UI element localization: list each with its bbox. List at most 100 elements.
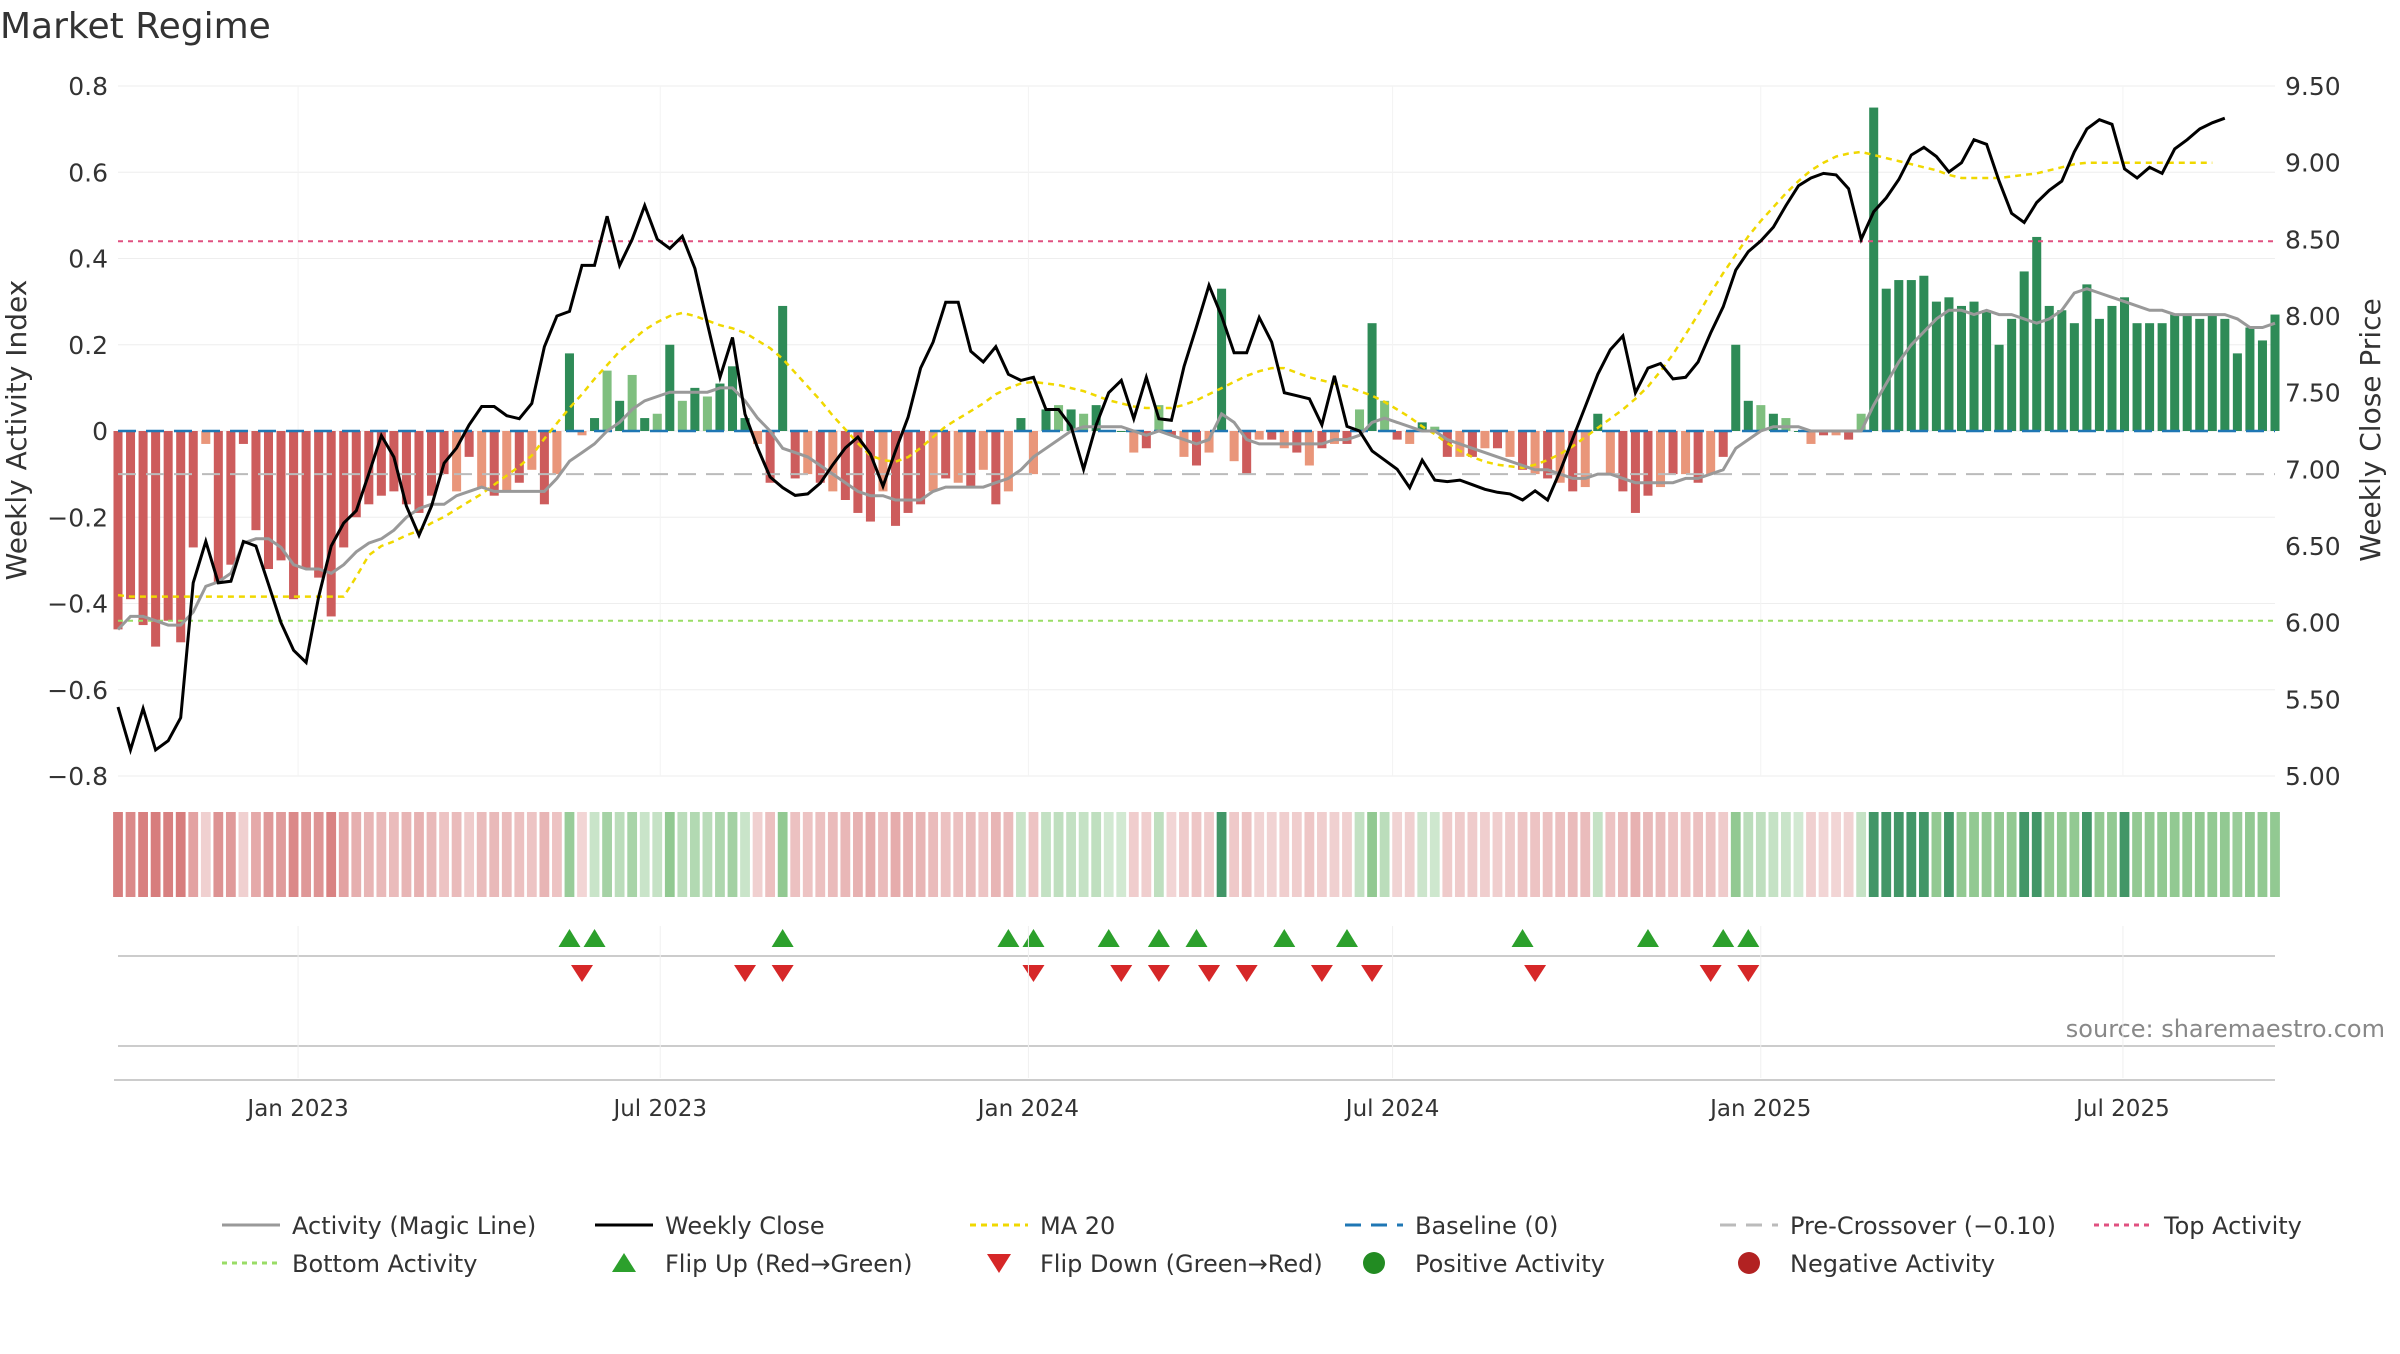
regime-cell (740, 812, 750, 897)
activity-bar (477, 431, 487, 488)
activity-bar (1869, 107, 1879, 431)
activity-bar (1492, 431, 1502, 449)
activity-bar (1518, 431, 1528, 470)
regime-cell (251, 812, 261, 897)
regime-cell (1730, 812, 1741, 897)
regime-cell (1680, 812, 1691, 897)
regime-cell (702, 812, 713, 897)
regime-cell (790, 812, 801, 897)
activity-bar (1141, 431, 1151, 449)
flip-up-marker (1147, 929, 1170, 947)
legend: Activity (Magic Line) Weekly Close MA 20 Ba… (222, 1212, 2302, 1278)
regime-cell (1442, 812, 1453, 897)
regime-cell (1580, 812, 1591, 897)
activity-bar (2270, 314, 2280, 431)
regime-cell (2119, 812, 2130, 897)
activity-bar (815, 431, 825, 483)
regime-cell (326, 812, 337, 897)
activity-bar (878, 431, 888, 492)
left-tick-label: 0.4 (68, 245, 108, 274)
regime-cell (1918, 812, 1929, 897)
regime-cell (865, 812, 876, 897)
activity-bar (1756, 405, 1766, 431)
regime-cell (1266, 812, 1277, 897)
activity-bar (1768, 413, 1778, 431)
activity-bar (828, 431, 838, 492)
activity-bar (1217, 288, 1227, 431)
activity-bar (1969, 301, 1979, 431)
regime-cell (351, 812, 362, 897)
activity-bar (238, 431, 248, 444)
activity-bar (1179, 431, 1189, 457)
right-tick-label: 7.50 (2285, 379, 2341, 408)
regime-cell (577, 812, 587, 897)
activity-bar (715, 383, 725, 431)
activity-bar (1304, 431, 1314, 466)
activity-bar (590, 418, 600, 431)
activity-bar (1254, 431, 1264, 440)
regime-cell (1542, 812, 1553, 897)
flip-down-marker (734, 965, 757, 982)
regime-cell (953, 812, 964, 897)
activity-bar (2132, 323, 2142, 431)
activity-bar (1605, 431, 1615, 475)
activity-bar (439, 431, 449, 475)
regime-cell (1367, 812, 1377, 897)
regime-cell (715, 812, 725, 897)
flip-down-marker (1699, 965, 1722, 982)
regime-cell (1592, 812, 1603, 897)
regime-cell (1517, 812, 1528, 897)
regime-cell (1768, 812, 1779, 897)
activity-bar (1856, 413, 1866, 431)
regime-cell (1893, 812, 1904, 897)
regime-cell (2219, 812, 2230, 897)
regime-cell (564, 812, 575, 897)
activity-bar (1543, 431, 1553, 479)
regime-cell (652, 812, 663, 897)
regime-cell (514, 812, 525, 897)
regime-cell (2157, 812, 2168, 897)
regime-cell (1868, 812, 1879, 897)
regime-cell (464, 812, 475, 897)
regime-cell (928, 812, 939, 897)
regime-cell (853, 812, 863, 897)
regime-cell (1467, 812, 1478, 897)
regime-cell (1931, 812, 1942, 897)
regime-cell (915, 812, 926, 897)
legend-label: Activity (Magic Line) (292, 1212, 536, 1240)
regime-cell (263, 812, 274, 897)
activity-bar (1317, 431, 1327, 449)
activity-bar (966, 431, 976, 488)
activity-bar (2232, 353, 2242, 431)
legend-label: Pre-Crossover (−0.10) (1790, 1212, 2056, 1240)
legend-label: Baseline (0) (1415, 1212, 1558, 1240)
flip-up-marker (1712, 929, 1735, 947)
flip-up-marker (1737, 929, 1760, 947)
legend-label: MA 20 (1040, 1212, 1115, 1240)
activity-bar (727, 366, 738, 431)
activity-bar (978, 431, 988, 470)
regime-cell (2019, 812, 2030, 897)
regime-cell (276, 812, 286, 897)
activity-bar (1630, 431, 1640, 513)
regime-cell (1743, 812, 1754, 897)
activity-bar (941, 431, 951, 479)
activity-bar (1229, 431, 1239, 462)
flip-up-marker (1636, 929, 1659, 947)
activity-bar (602, 370, 612, 431)
regime-cell (1881, 812, 1892, 897)
activity-bar (1881, 288, 1891, 431)
activity-bar (364, 431, 374, 505)
activity-bar (840, 431, 850, 500)
regime-cell (489, 812, 500, 897)
regime-cell (878, 812, 888, 897)
regime-cell (150, 812, 161, 897)
regime-cell (1944, 812, 1954, 897)
regime-cell (2257, 812, 2268, 897)
regime-cell (288, 812, 299, 897)
activity-bar (1028, 431, 1038, 475)
left-tick-label: −0.8 (47, 762, 108, 791)
regime-cell (727, 812, 738, 897)
activity-bar (1743, 400, 1753, 431)
regime-cell (451, 812, 462, 897)
